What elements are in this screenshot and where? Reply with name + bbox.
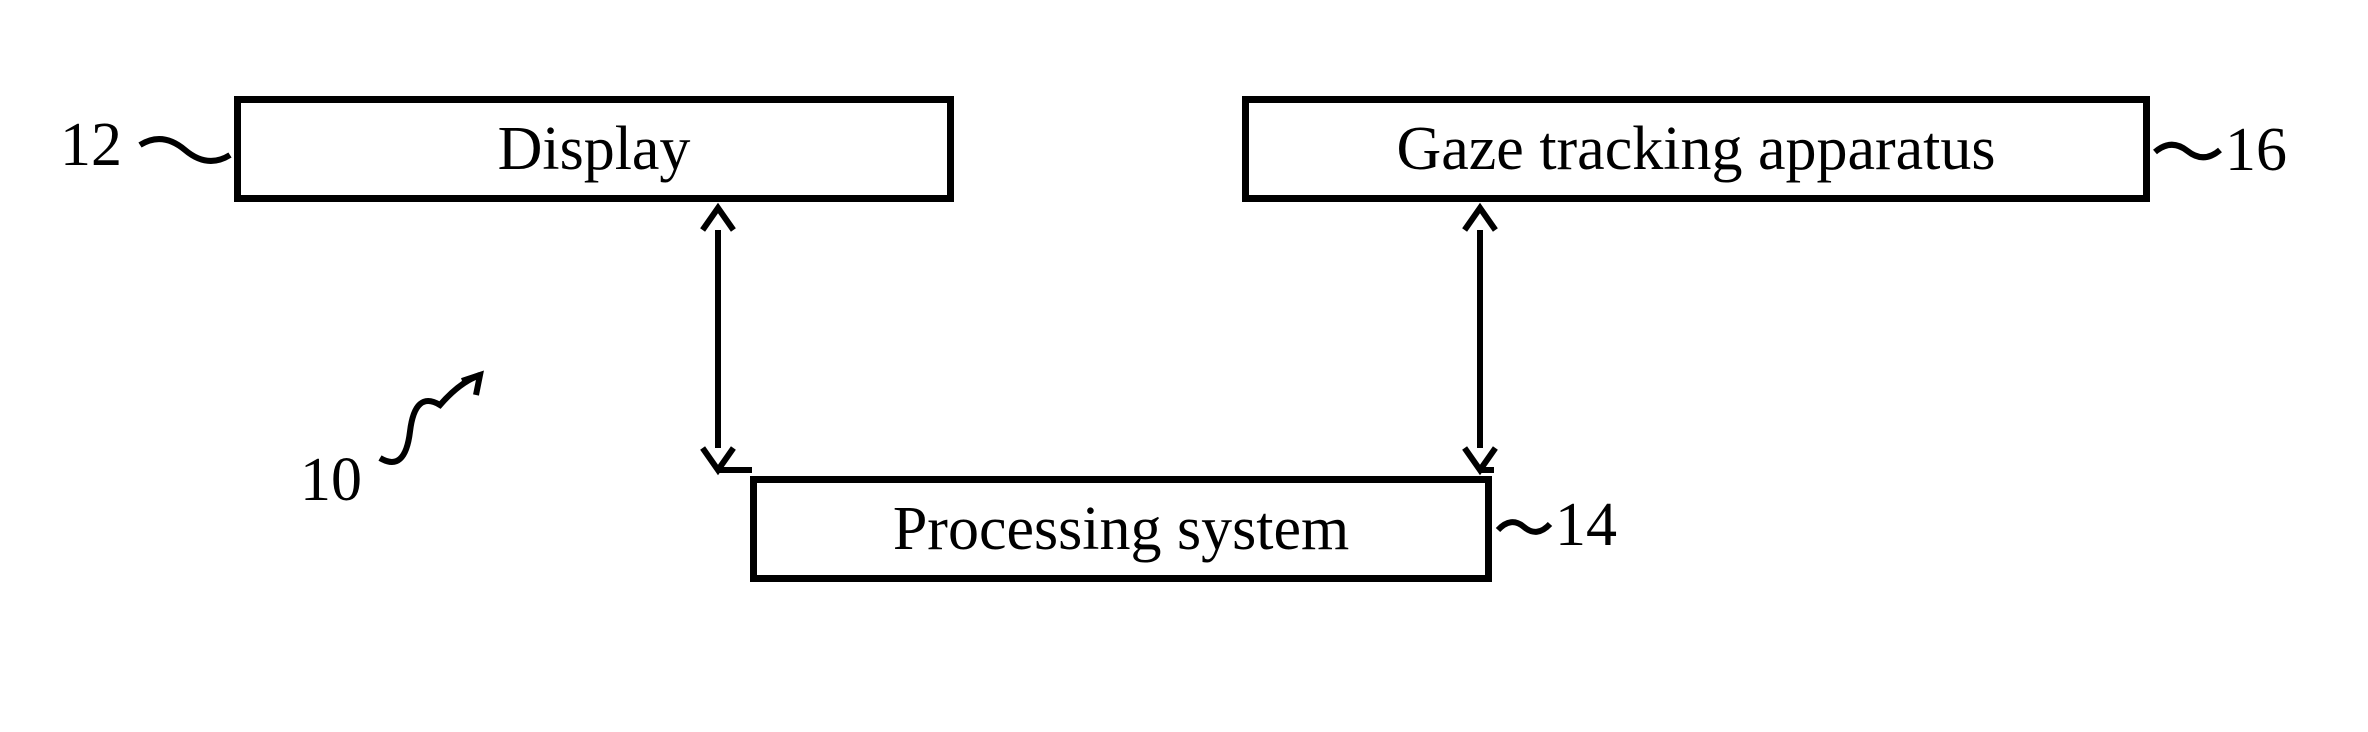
diagram-canvas: Display Gaze tracking apparatus Processi… [0,0,2368,732]
processing-system-block: Processing system [750,476,1492,582]
reference-label-10: 10 [300,445,362,516]
reference-label-16: 16 [2225,115,2287,186]
reference-label-14: 14 [1555,490,1617,561]
gaze-tracking-block-label: Gaze tracking apparatus [1396,114,1995,185]
processing-system-block-label: Processing system [893,494,1349,565]
display-block: Display [234,96,954,202]
reference-label-12: 12 [60,110,122,181]
gaze-tracking-block: Gaze tracking apparatus [1242,96,2150,202]
display-block-label: Display [498,114,691,185]
